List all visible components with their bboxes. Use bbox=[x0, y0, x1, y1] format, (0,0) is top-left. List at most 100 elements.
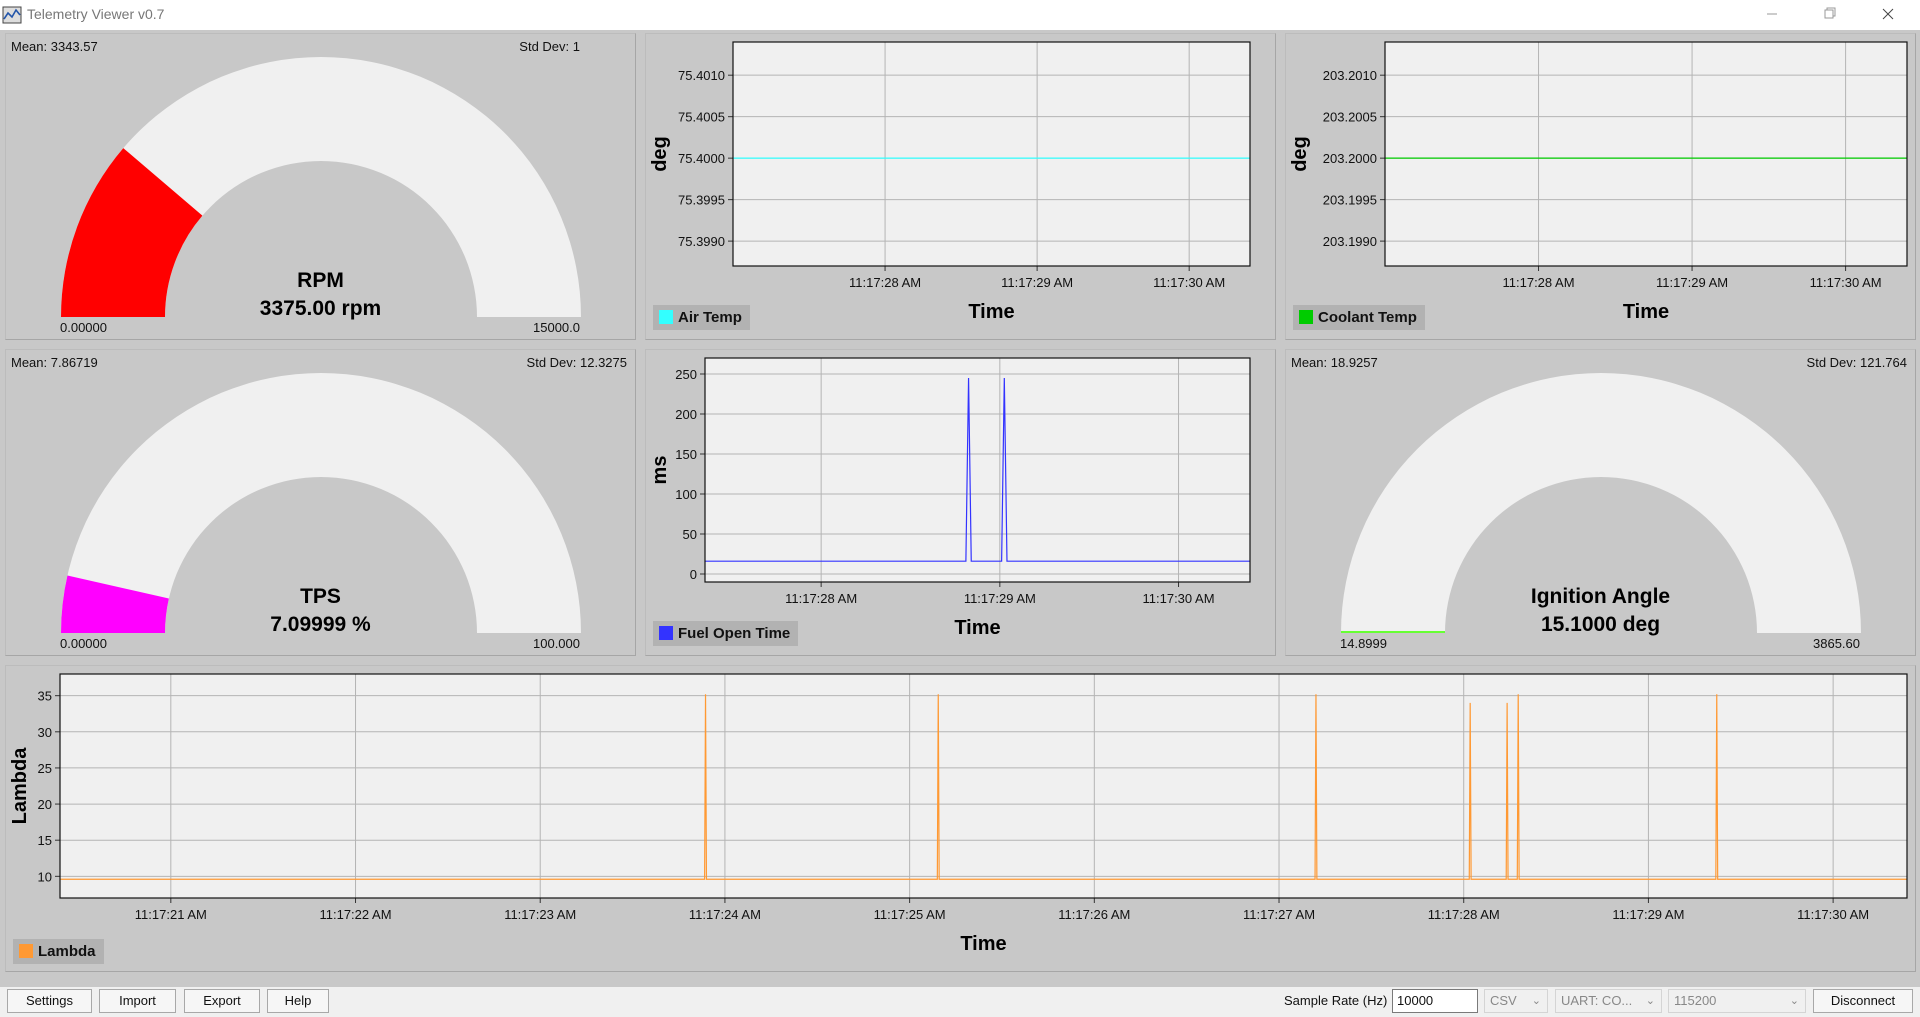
y-tick-label: 75.4010 bbox=[678, 68, 725, 83]
coolant-temp-chart: 11:17:28 AM 11:17:29 AM 11:17:30 AM 203.201… bbox=[1289, 41, 1908, 323]
plot-area bbox=[60, 674, 1907, 898]
x-tick-label: 11:17:29 AM bbox=[1001, 275, 1073, 290]
gear-icon[interactable] bbox=[635, 37, 636, 55]
baud-select[interactable]: 115200 ⌄ bbox=[1668, 989, 1806, 1013]
rpm-gauge-min: 0.00000 bbox=[60, 320, 107, 335]
legend-swatch bbox=[659, 310, 673, 324]
x-axis-label: Time bbox=[968, 301, 1014, 323]
settings-button[interactable]: Settings bbox=[7, 989, 92, 1013]
ignition-gauge-title: Ignition Angle bbox=[1530, 585, 1671, 608]
y-tick-label: 100 bbox=[675, 487, 697, 502]
y-tick-label: 30 bbox=[38, 725, 52, 740]
ignition-gauge-max: 3865.60 bbox=[1813, 636, 1860, 651]
y-tick-label: 75.3995 bbox=[678, 193, 725, 208]
close-icon[interactable] bbox=[635, 37, 636, 55]
y-tick-label: 10 bbox=[38, 869, 52, 884]
ignition-angle-gauge bbox=[1341, 373, 1861, 633]
y-axis-label: deg bbox=[649, 136, 671, 172]
restore-icon[interactable] bbox=[1801, 0, 1859, 30]
fuel-open-time-chart: 11:17:28 AM 11:17:29 AM 11:17:30 AM 250 200 1… bbox=[649, 357, 1251, 639]
ignition-gauge-value: 15.1000 deg bbox=[1540, 613, 1661, 636]
y-tick-label: 0 bbox=[690, 567, 697, 582]
ignition-angle-gauge-panel[interactable]: Mean: 18.9257 Std Dev: 121.764 Ignition … bbox=[1285, 349, 1916, 656]
tps-gauge-min: 0.00000 bbox=[60, 636, 107, 651]
format-select[interactable]: CSV ⌄ bbox=[1484, 989, 1548, 1013]
tps-gauge-max: 100.000 bbox=[533, 636, 580, 651]
plot-border bbox=[704, 357, 1251, 583]
close-icon[interactable] bbox=[1859, 0, 1917, 30]
y-tick-label: 203.2010 bbox=[1323, 68, 1377, 83]
help-button[interactable]: Help bbox=[267, 989, 329, 1013]
rpm-gauge-track bbox=[61, 57, 581, 317]
export-button[interactable]: Export bbox=[184, 989, 260, 1013]
y-tick-label: 75.4005 bbox=[678, 110, 725, 125]
plot-area bbox=[733, 42, 1250, 266]
x-tick-label: 11:17:29 AM bbox=[1612, 907, 1684, 922]
y-tick-label: 75.4000 bbox=[678, 151, 725, 166]
disconnect-button[interactable]: Disconnect bbox=[1813, 989, 1913, 1013]
legend-swatch bbox=[19, 944, 33, 958]
rpm-gauge-title: RPM bbox=[297, 269, 344, 292]
tps-gauge-value: 7.09999 % bbox=[270, 613, 371, 636]
legend-swatch bbox=[1299, 310, 1313, 324]
chevron-down-icon: ⌄ bbox=[1645, 995, 1655, 1007]
air-temp-chart: 11:17:28 AM 11:17:29 AM 11:17:30 AM 75.4010… bbox=[649, 41, 1251, 323]
y-tick-label: 15 bbox=[38, 833, 52, 848]
rpm-mean: Mean: 3343.57 bbox=[11, 39, 98, 54]
y-tick-label: 75.3990 bbox=[678, 234, 725, 249]
ignition-stddev: Std Dev: 121.764 bbox=[1806, 355, 1907, 370]
y-axis-label: Lambda bbox=[9, 747, 31, 825]
sample-rate-input[interactable]: 10000 bbox=[1392, 989, 1478, 1013]
rpm-stddev: Std Dev: 1 bbox=[519, 39, 580, 54]
ignition-gauge-track bbox=[1341, 373, 1861, 633]
fuel-open-time-chart-panel[interactable]: 11:17:28 AM 11:17:29 AM 11:17:30 AM 250 200 1… bbox=[645, 349, 1276, 656]
rpm-gauge-value: 3375.00 rpm bbox=[259, 297, 382, 320]
chevron-down-icon: ⌄ bbox=[1531, 995, 1541, 1007]
x-tick-label: 11:17:21 AM bbox=[135, 907, 207, 922]
rpm-gauge bbox=[61, 57, 581, 317]
x-tick-label: 11:17:23 AM bbox=[504, 907, 576, 922]
lambda-chart-panel[interactable]: 11:17:21 AM 11:17:22 AM 11:17:23 AM 11:17:2… bbox=[5, 665, 1916, 972]
ignition-mean: Mean: 18.9257 bbox=[1291, 355, 1378, 370]
x-tick-label: 11:17:30 AM bbox=[1810, 275, 1882, 290]
tps-gauge-panel[interactable]: Mean: 7.86719 Std Dev: 12.3275 TPS 7.099… bbox=[5, 349, 636, 656]
y-tick-label: 203.1995 bbox=[1323, 193, 1377, 208]
tps-gauge bbox=[61, 373, 581, 633]
lambda-legend[interactable]: Lambda bbox=[13, 939, 104, 964]
tps-mean: Mean: 7.86719 bbox=[11, 355, 98, 370]
fuel-open-time-legend[interactable]: Fuel Open Time bbox=[653, 621, 799, 646]
app-icon bbox=[2, 6, 22, 24]
x-tick-label: 11:17:28 AM bbox=[1503, 275, 1575, 290]
import-button[interactable]: Import bbox=[99, 989, 176, 1013]
port-select-value: UART: CO... bbox=[1561, 993, 1633, 1008]
coolant-temp-legend[interactable]: Coolant Temp bbox=[1293, 305, 1425, 330]
y-tick-label: 25 bbox=[38, 761, 52, 776]
rpm-gauge-panel[interactable]: Mean: 3343.57 Std Dev: 1 RPM 3375.00 rpm… bbox=[5, 33, 636, 340]
x-tick-label: 11:17:28 AM bbox=[1428, 907, 1500, 922]
coolant-temp-chart-panel[interactable]: 11:17:28 AM 11:17:29 AM 11:17:30 AM 203.201… bbox=[1285, 33, 1916, 340]
x-tick-label: 11:17:22 AM bbox=[319, 907, 391, 922]
y-tick-label: 200 bbox=[675, 407, 697, 422]
minimize-icon[interactable] bbox=[1743, 0, 1801, 30]
y-tick-label: 203.2000 bbox=[1323, 151, 1377, 166]
y-tick-label: 203.1990 bbox=[1323, 234, 1377, 249]
series-line bbox=[705, 377, 1250, 562]
y-tick-label: 203.2005 bbox=[1323, 110, 1377, 125]
x-axis-label: Time bbox=[960, 933, 1006, 955]
maximize-icon[interactable] bbox=[635, 37, 636, 55]
plot-area bbox=[1385, 42, 1907, 266]
y-axis-label: deg bbox=[1289, 136, 1311, 172]
x-tick-label: 11:17:29 AM bbox=[1656, 275, 1728, 290]
x-tick-label: 11:17:30 AM bbox=[1143, 591, 1215, 606]
tps-gauge-title: TPS bbox=[300, 585, 341, 608]
port-select[interactable]: UART: CO... ⌄ bbox=[1555, 989, 1662, 1013]
air-temp-chart-panel[interactable]: 11:17:28 AM 11:17:29 AM 11:17:30 AM 75.4010… bbox=[645, 33, 1276, 340]
x-tick-label: 11:17:27 AM bbox=[1243, 907, 1315, 922]
format-select-value: CSV bbox=[1490, 993, 1517, 1008]
y-tick-label: 50 bbox=[683, 527, 697, 542]
air-temp-legend[interactable]: Air Temp bbox=[653, 305, 750, 330]
y-tick-label: 150 bbox=[675, 447, 697, 462]
x-tick-label: 11:17:29 AM bbox=[964, 591, 1036, 606]
sample-rate-label: Sample Rate (Hz) bbox=[1284, 993, 1388, 1008]
y-tick-label: 250 bbox=[675, 367, 697, 382]
